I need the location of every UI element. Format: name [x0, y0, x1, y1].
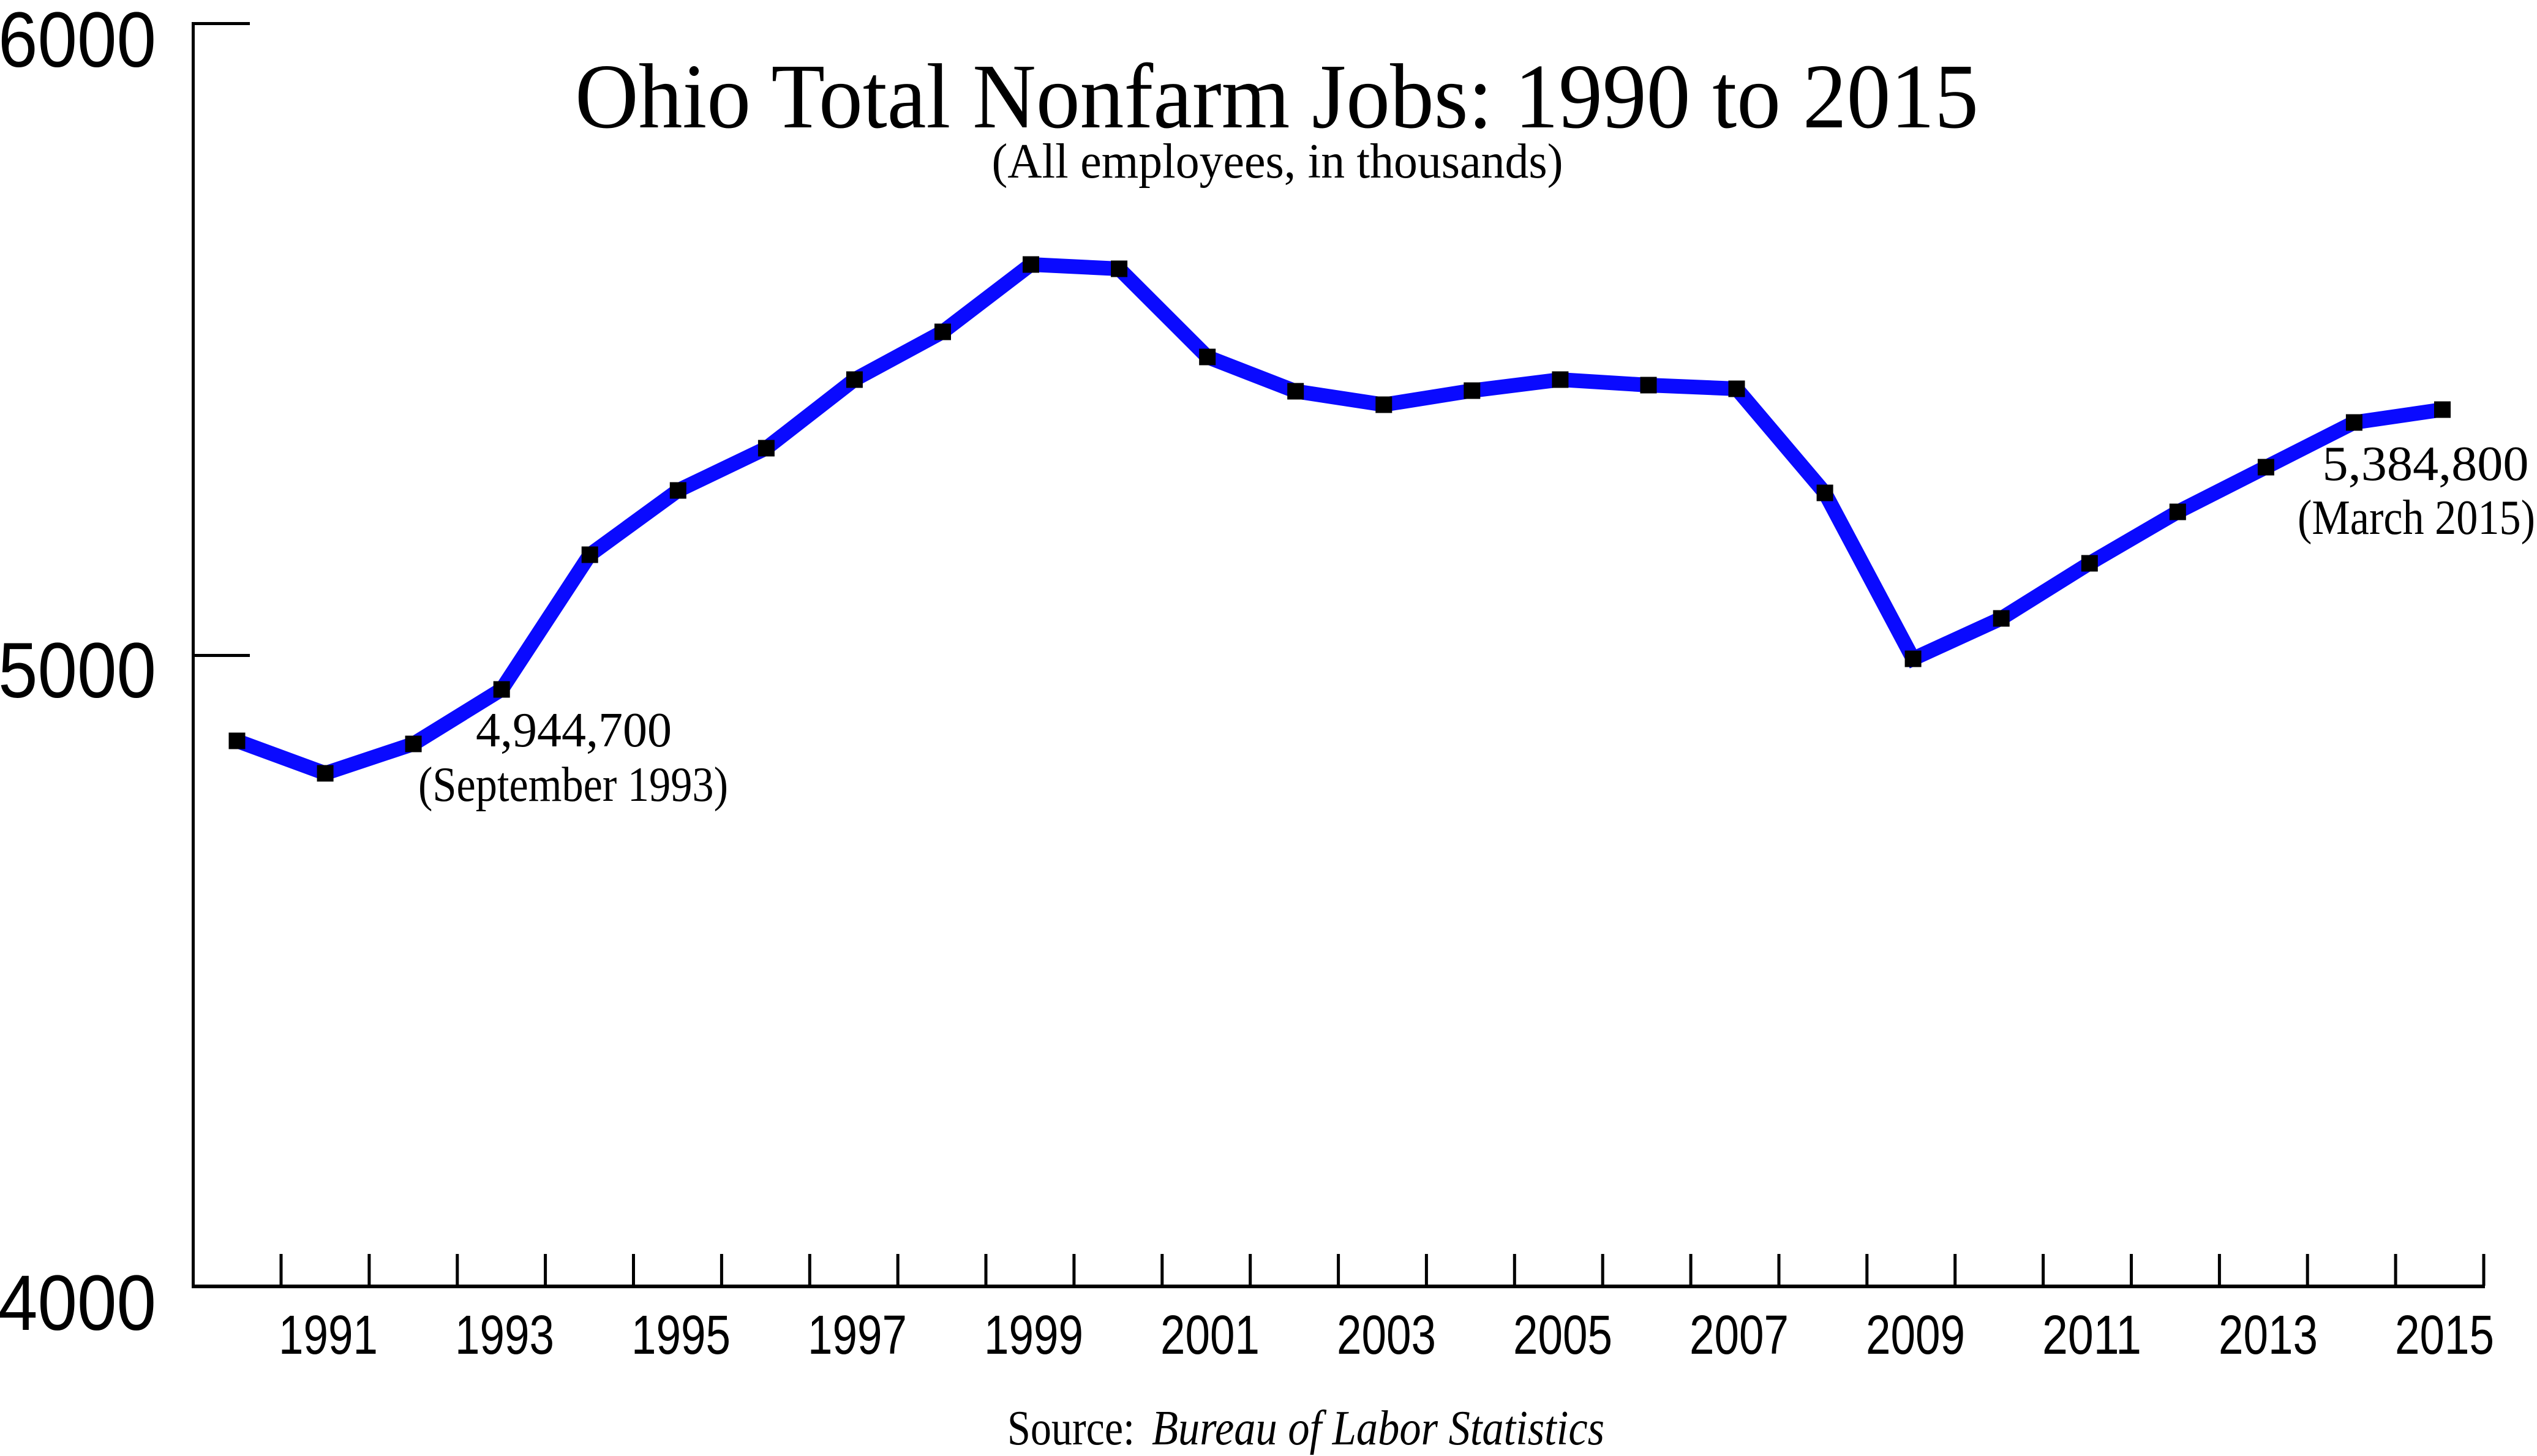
svg-text:1993: 1993 — [455, 1305, 554, 1366]
svg-text:2005: 2005 — [1513, 1305, 1612, 1366]
svg-text:(All employees, in thousands): (All employees, in thousands) — [992, 135, 1563, 189]
svg-text:5,384,800: 5,384,800 — [2323, 436, 2529, 491]
svg-text:5000: 5000 — [0, 627, 156, 715]
svg-text:(March 2015): (March 2015) — [2298, 490, 2535, 545]
svg-text:Bureau of Labor Statistics: Bureau of Labor Statistics — [1152, 1402, 1604, 1455]
svg-text:4,944,700: 4,944,700 — [476, 704, 672, 757]
svg-text:1995: 1995 — [631, 1305, 731, 1366]
svg-text:2001: 2001 — [1160, 1305, 1260, 1366]
svg-text:4000: 4000 — [0, 1259, 156, 1347]
svg-text:Ohio Total Nonfarm Jobs: 1990: Ohio Total Nonfarm Jobs: 1990 to 2015 — [575, 45, 1979, 148]
svg-text:2009: 2009 — [1866, 1305, 1965, 1366]
svg-text:(September 1993): (September 1993) — [418, 758, 728, 812]
svg-text:2007: 2007 — [1689, 1305, 1789, 1366]
svg-text:6000: 6000 — [0, 0, 156, 84]
svg-text:Source:: Source: — [1007, 1402, 1135, 1455]
svg-text:2011: 2011 — [2042, 1305, 2141, 1366]
svg-text:1997: 1997 — [808, 1305, 907, 1366]
svg-text:2003: 2003 — [1337, 1305, 1436, 1366]
svg-text:2015: 2015 — [2395, 1305, 2494, 1366]
svg-text:2013: 2013 — [2219, 1305, 2318, 1366]
svg-text:1991: 1991 — [279, 1305, 378, 1366]
svg-text:1999: 1999 — [984, 1305, 1083, 1366]
